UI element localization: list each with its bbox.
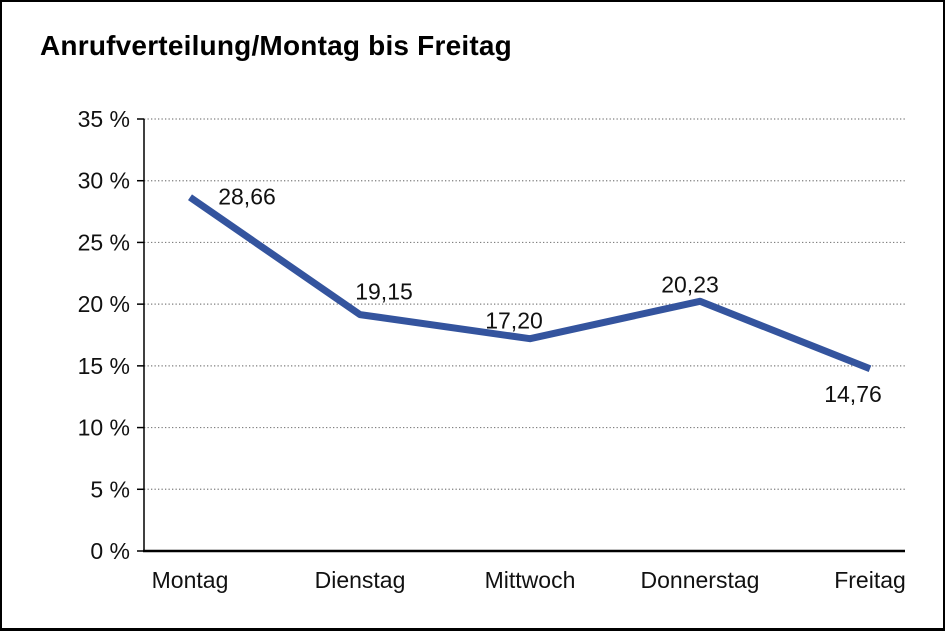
y-axis-tick-label: 35 % xyxy=(78,106,130,132)
y-axis-tick-label: 20 % xyxy=(78,291,130,317)
y-axis-tick-label: 30 % xyxy=(78,168,130,194)
x-axis-category-label: Donnerstag xyxy=(641,567,760,593)
data-point-label: 19,15 xyxy=(355,279,413,305)
data-point-label: 17,20 xyxy=(485,308,543,334)
y-axis-tick-label: 15 % xyxy=(78,353,130,379)
y-axis-tick-label: 0 % xyxy=(90,538,130,564)
y-axis-tick-label: 5 % xyxy=(90,476,130,502)
chart-title: Anrufverteilung/Montag bis Freitag xyxy=(40,30,512,61)
data-point-label: 28,66 xyxy=(218,183,276,209)
data-series-line xyxy=(188,194,872,373)
x-axis-category-label: Montag xyxy=(152,567,229,593)
x-axis-category-label: Mittwoch xyxy=(485,567,576,593)
x-axis-category-label: Freitag xyxy=(834,567,906,593)
x-axis-category-label: Dienstag xyxy=(315,567,406,593)
data-point-label: 20,23 xyxy=(661,271,719,297)
y-axis-tick-label: 10 % xyxy=(78,415,130,441)
data-point-label: 14,76 xyxy=(824,381,882,407)
y-axis-tick-label: 25 % xyxy=(78,229,130,255)
